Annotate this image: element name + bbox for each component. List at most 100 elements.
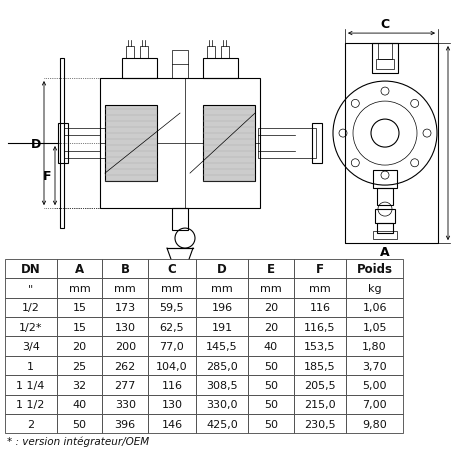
Bar — [102, 279, 148, 298]
Bar — [148, 337, 195, 356]
Text: E: E — [181, 310, 189, 320]
Bar — [195, 395, 248, 414]
Bar — [248, 356, 293, 375]
Bar — [5, 356, 57, 375]
Text: 2: 2 — [27, 419, 34, 429]
Bar — [345, 298, 402, 318]
Text: 50: 50 — [263, 400, 277, 410]
Bar — [248, 259, 293, 279]
Text: 215,0: 215,0 — [304, 400, 335, 410]
Bar — [293, 259, 345, 279]
Bar — [345, 318, 402, 337]
Bar — [248, 414, 293, 433]
Bar — [248, 298, 293, 318]
Text: 153,5: 153,5 — [304, 341, 335, 351]
Text: 50: 50 — [73, 419, 87, 429]
Text: mm: mm — [259, 283, 281, 293]
Text: mm: mm — [114, 283, 136, 293]
Bar — [195, 279, 248, 298]
Text: mm: mm — [69, 283, 90, 293]
Bar — [148, 279, 195, 298]
Text: 50: 50 — [263, 419, 277, 429]
Bar — [5, 375, 57, 395]
Bar — [195, 375, 248, 395]
Bar — [57, 375, 102, 395]
Text: 1,05: 1,05 — [362, 322, 386, 332]
Text: 196: 196 — [211, 303, 232, 313]
Text: D: D — [31, 137, 41, 150]
Bar — [102, 259, 148, 279]
Bar — [64, 129, 122, 159]
Bar — [5, 279, 57, 298]
Text: 104,0: 104,0 — [156, 361, 187, 371]
Text: 15: 15 — [73, 322, 87, 332]
Text: 146: 146 — [161, 419, 182, 429]
Text: 205,5: 205,5 — [304, 380, 335, 390]
Bar — [57, 395, 102, 414]
Bar — [293, 375, 345, 395]
Bar — [57, 356, 102, 375]
Bar — [376, 224, 392, 234]
Text: Poids: Poids — [356, 262, 392, 276]
Text: 330: 330 — [115, 400, 135, 410]
Text: F: F — [43, 170, 51, 183]
Text: 5,00: 5,00 — [362, 380, 386, 390]
Bar — [344, 44, 437, 244]
Text: 3,70: 3,70 — [362, 361, 386, 371]
Bar — [293, 318, 345, 337]
Bar — [293, 298, 345, 318]
Bar — [148, 259, 195, 279]
Bar — [148, 318, 195, 337]
Bar — [126, 47, 133, 59]
Bar — [102, 375, 148, 395]
Text: 396: 396 — [115, 419, 135, 429]
Text: 20: 20 — [72, 341, 87, 351]
Text: 15: 15 — [73, 303, 87, 313]
Text: 330,0: 330,0 — [206, 400, 237, 410]
Text: mm: mm — [161, 283, 182, 293]
Text: 1 1/4: 1 1/4 — [16, 380, 45, 390]
Bar — [5, 395, 57, 414]
Bar — [172, 51, 188, 79]
Bar — [375, 60, 393, 70]
Text: 20: 20 — [263, 322, 277, 332]
Bar — [377, 44, 391, 60]
Text: 1/2*: 1/2* — [19, 322, 42, 332]
Bar — [345, 279, 402, 298]
Bar — [57, 337, 102, 356]
Text: 1,80: 1,80 — [362, 341, 386, 351]
Bar — [293, 414, 345, 433]
Text: 1: 1 — [27, 361, 34, 371]
Text: * : version intégrateur/OEM: * : version intégrateur/OEM — [7, 435, 149, 446]
Text: A: A — [75, 262, 84, 276]
Bar — [248, 318, 293, 337]
Bar — [102, 298, 148, 318]
Text: 145,5: 145,5 — [206, 341, 237, 351]
Text: 32: 32 — [72, 380, 87, 390]
Bar — [221, 47, 229, 59]
Bar — [258, 129, 315, 159]
Bar — [202, 59, 238, 79]
Bar — [248, 337, 293, 356]
Bar — [371, 44, 397, 74]
Bar — [102, 337, 148, 356]
Bar — [57, 414, 102, 433]
Text: 262: 262 — [115, 361, 136, 371]
Bar — [195, 318, 248, 337]
Bar — [293, 337, 345, 356]
Text: E: E — [267, 262, 274, 276]
Bar — [175, 310, 189, 322]
Bar — [102, 395, 148, 414]
Bar — [248, 279, 293, 298]
Text: 20: 20 — [263, 303, 277, 313]
Text: ": " — [28, 283, 33, 293]
Bar — [102, 356, 148, 375]
Bar — [148, 298, 195, 318]
Bar — [100, 79, 259, 209]
Text: 277: 277 — [114, 380, 136, 390]
Bar — [195, 414, 248, 433]
Bar — [248, 395, 293, 414]
Bar — [248, 375, 293, 395]
Bar — [195, 356, 248, 375]
Bar — [374, 210, 394, 224]
